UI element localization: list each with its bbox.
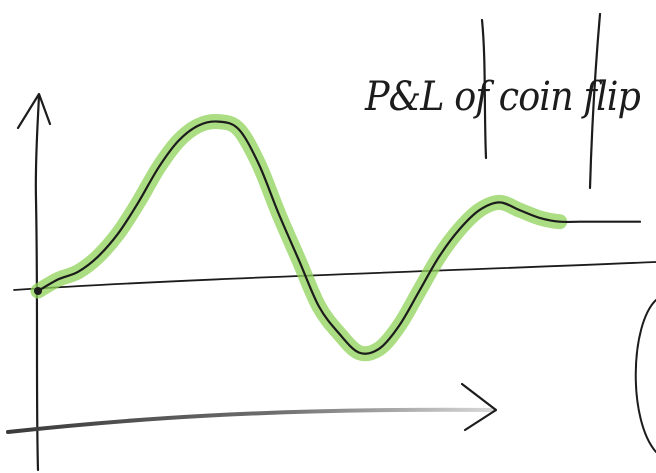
data-point-2 <box>75 269 81 275</box>
data-point-3 <box>95 253 101 259</box>
data-point-23 <box>497 199 503 205</box>
data-point-16 <box>356 350 362 356</box>
data-point-17 <box>376 346 382 352</box>
data-point-14 <box>316 303 322 309</box>
data-point-21 <box>456 226 462 232</box>
data-point-19 <box>416 288 422 294</box>
series-line <box>36 120 642 355</box>
data-point-18 <box>396 323 402 329</box>
side-circle-arc <box>634 299 656 453</box>
data-point-24 <box>517 207 523 213</box>
x-axis-arrowhead <box>460 382 498 432</box>
data-point-20 <box>436 253 442 259</box>
zero-baseline <box>13 261 656 291</box>
data-point-29 <box>617 219 623 225</box>
data-point-30 <box>637 219 643 225</box>
data-point-5 <box>135 199 141 205</box>
data-point-4 <box>115 230 121 236</box>
x-axis <box>6 382 498 434</box>
title-cross-stroke <box>588 12 602 190</box>
data-point-28 <box>597 219 603 225</box>
decorative-strokes <box>480 12 656 453</box>
data-point-22 <box>477 207 483 213</box>
y-axis <box>16 92 52 472</box>
data-point-9 <box>216 119 222 125</box>
data-point-27 <box>577 219 583 225</box>
data-point-0 <box>35 288 41 294</box>
data-point-1 <box>55 276 61 282</box>
data-point-26 <box>557 219 563 225</box>
series-start-point <box>34 287 42 295</box>
y-axis-line <box>34 93 41 472</box>
data-point-11 <box>256 161 262 167</box>
data-point-12 <box>276 211 282 217</box>
data-point-13 <box>296 257 302 263</box>
data-point-15 <box>336 330 342 336</box>
data-point-8 <box>196 123 202 129</box>
data-point-6 <box>155 165 161 171</box>
data-point-10 <box>236 126 242 132</box>
x-axis-line <box>6 407 497 434</box>
title-underline-stroke <box>480 18 488 160</box>
data-points <box>35 119 643 356</box>
chart-title: P&L of coin flip <box>364 74 640 120</box>
y-axis-arrowhead <box>16 92 52 130</box>
data-point-7 <box>176 138 182 144</box>
data-point-25 <box>537 215 543 221</box>
